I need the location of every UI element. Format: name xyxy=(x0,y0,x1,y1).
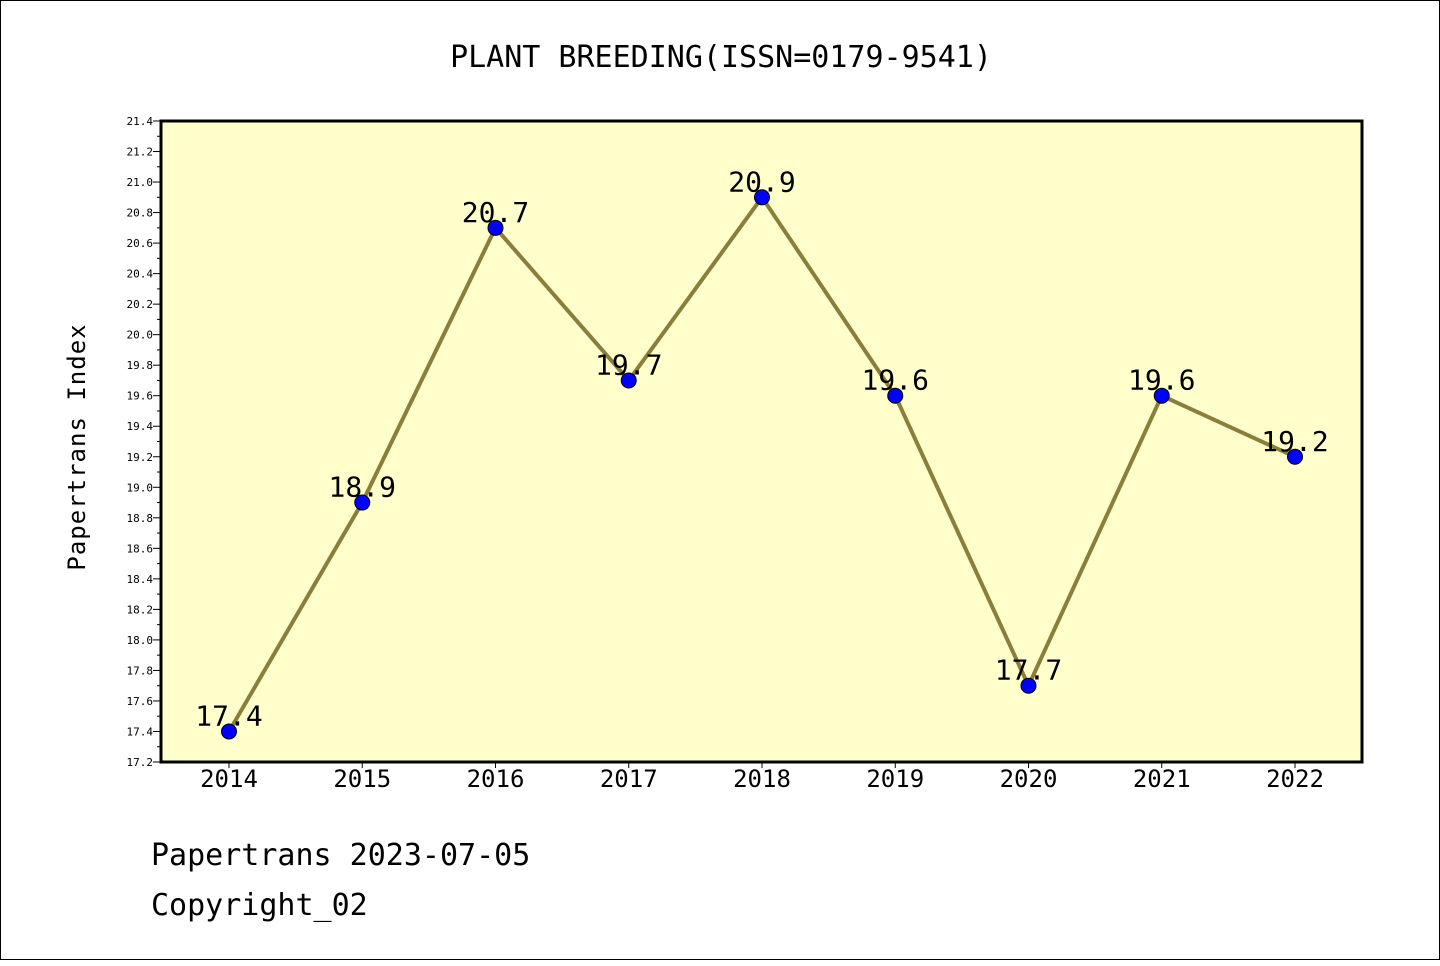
y-tick-label: 21.2 xyxy=(127,146,154,159)
y-tick-label: 19.0 xyxy=(127,481,154,494)
y-tick-label: 17.6 xyxy=(127,695,154,708)
x-tick-label: 2019 xyxy=(866,765,924,793)
y-tick-label: 20.6 xyxy=(127,237,154,250)
x-tick-label: 2015 xyxy=(333,765,391,793)
footer-copyright: Copyright_02 xyxy=(151,888,368,923)
x-tick-label: 2017 xyxy=(600,765,658,793)
data-point xyxy=(887,387,904,404)
chart-title: PLANT BREEDING(ISSN=0179-9541) xyxy=(450,40,992,75)
y-tick-label: 19.8 xyxy=(127,359,154,372)
y-tick-label: 21.4 xyxy=(127,115,154,128)
x-tick-label: 2021 xyxy=(1133,765,1191,793)
y-tick-label: 17.8 xyxy=(127,664,154,677)
data-point xyxy=(620,372,637,389)
y-axis-label: Papertrans Index xyxy=(63,323,91,570)
data-label: 17.4 xyxy=(195,699,262,732)
footer-date: Papertrans 2023-07-05 xyxy=(151,838,530,873)
data-point xyxy=(221,723,237,740)
data-label: 20.7 xyxy=(462,196,529,229)
data-point xyxy=(754,189,770,206)
y-tick-label: 17.4 xyxy=(127,725,154,738)
y-tick-label: 18.8 xyxy=(127,512,154,525)
x-tick-label: 2022 xyxy=(1266,765,1324,793)
series xyxy=(221,189,1303,740)
data-label: 20.9 xyxy=(728,165,795,198)
y-tick-label: 20.2 xyxy=(127,298,154,311)
data-label: 18.9 xyxy=(329,471,396,504)
data-label: 19.7 xyxy=(595,348,662,381)
data-label: 19.2 xyxy=(1261,425,1328,458)
y-tick-label: 18.6 xyxy=(127,542,154,555)
x-tick-label: 2016 xyxy=(467,765,525,793)
y-tick-label: 20.4 xyxy=(127,268,154,281)
data-label: 19.6 xyxy=(862,364,929,397)
data-point xyxy=(1287,448,1303,465)
y-tick-label: 18.0 xyxy=(127,634,154,647)
x-tick-label: 2018 xyxy=(733,765,791,793)
x-tick-label: 2014 xyxy=(200,765,258,793)
data-label: 17.7 xyxy=(995,654,1062,687)
y-tick-label: 20.8 xyxy=(127,207,154,220)
data-label: 19.6 xyxy=(1128,364,1195,397)
x-axis: 2014 2015 2016 2017 2018 2019 2020 2021 2022 xyxy=(200,762,1324,793)
data-point xyxy=(487,219,504,236)
y-tick-label: 18.2 xyxy=(127,603,154,616)
y-tick-label: 20.0 xyxy=(127,329,154,342)
data-labels: 17.4 18.9 20.7 19.7 20.9 19.6 17.7 19.6 19.2 xyxy=(195,165,1328,732)
y-tick-label: 19.2 xyxy=(127,451,154,464)
data-point xyxy=(354,494,371,511)
y-tick-label: 18.4 xyxy=(127,573,154,586)
x-tick-label: 2020 xyxy=(1000,765,1058,793)
y-tick-label: 19.6 xyxy=(127,390,154,403)
data-point xyxy=(1153,387,1170,404)
y-tick-label: 19.4 xyxy=(127,420,154,433)
plot-area xyxy=(159,119,1364,764)
y-tick-label: 21.0 xyxy=(127,176,154,189)
y-axis: 17.2 17.4 17.6 17.8 18.0 18.2 18.4 18.6 18.8 19.0… xyxy=(127,115,161,769)
data-point xyxy=(1020,677,1037,694)
y-tick-label: 17.2 xyxy=(127,756,154,769)
